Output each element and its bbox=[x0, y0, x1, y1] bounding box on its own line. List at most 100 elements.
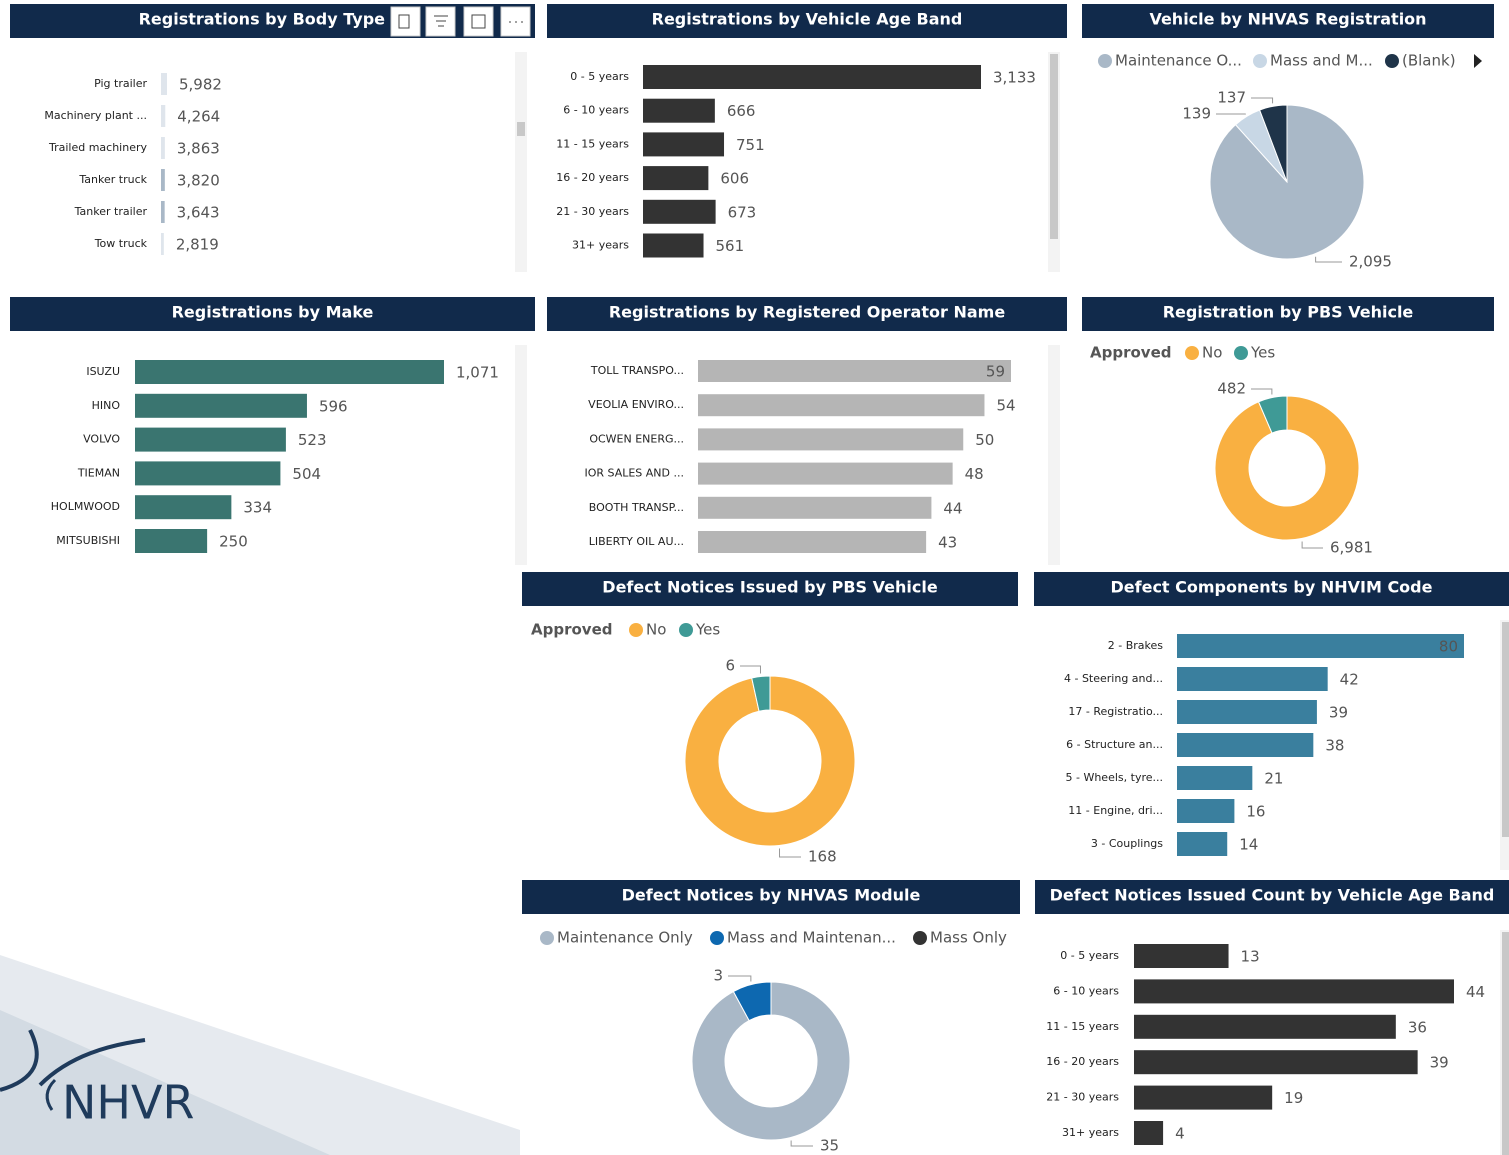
bar bbox=[135, 393, 307, 418]
category-label: VOLVO bbox=[83, 433, 120, 446]
legend-entry: Maintenance Only bbox=[557, 929, 693, 947]
data-label: 44 bbox=[943, 499, 962, 517]
icon bbox=[398, 14, 410, 29]
scrollbar bbox=[515, 345, 527, 565]
legend-swatch bbox=[710, 931, 724, 945]
panel-title: Defect Components by NHVIM Code bbox=[1111, 578, 1433, 597]
data-label: 751 bbox=[736, 136, 765, 154]
data-label: 596 bbox=[319, 397, 348, 415]
category-label: TIEMAN bbox=[77, 466, 120, 479]
panel-title: Registrations by Make bbox=[172, 303, 374, 322]
category-label: MITSUBISHI bbox=[56, 534, 120, 547]
slice bbox=[691, 981, 851, 1141]
bar bbox=[643, 98, 715, 123]
legend-swatch bbox=[1185, 346, 1199, 360]
logo-background bbox=[0, 1010, 330, 1155]
legend-entry: No bbox=[1202, 344, 1222, 362]
data-label: 504 bbox=[292, 465, 321, 483]
data-label: 3,863 bbox=[177, 140, 220, 158]
bar bbox=[698, 496, 932, 519]
bar bbox=[698, 394, 985, 417]
data-label: 250 bbox=[219, 533, 248, 551]
panel-header bbox=[522, 572, 1018, 606]
logo-swoosh bbox=[38, 1038, 146, 1087]
copy-button[interactable] bbox=[390, 6, 421, 37]
data-label: 43 bbox=[938, 534, 957, 552]
data-label: 2,095 bbox=[1349, 253, 1392, 271]
legend-swatch bbox=[679, 623, 693, 637]
legend-swatch bbox=[1098, 54, 1112, 68]
bar bbox=[161, 137, 165, 159]
logo-swoosh bbox=[0, 1029, 39, 1092]
legend-swatch bbox=[913, 931, 927, 945]
legend-entry: Mass and Maintenan... bbox=[727, 929, 896, 947]
slice bbox=[684, 675, 856, 847]
slice bbox=[1209, 104, 1365, 260]
category-label: 31+ years bbox=[572, 239, 629, 252]
leader-line bbox=[1315, 256, 1342, 263]
data-label: 4 bbox=[1175, 1125, 1185, 1143]
bar bbox=[1134, 1050, 1418, 1075]
legend-entry: Mass and M... bbox=[1270, 52, 1373, 70]
slice bbox=[751, 675, 771, 712]
category-label: 0 - 5 years bbox=[1060, 949, 1119, 962]
panel-title: Registrations by Registered Operator Nam… bbox=[609, 303, 1005, 322]
bar bbox=[1134, 1014, 1396, 1039]
leader-line bbox=[779, 848, 801, 858]
data-label: 523 bbox=[298, 431, 327, 449]
legend-swatch bbox=[1385, 54, 1399, 68]
leader-line bbox=[740, 665, 761, 674]
data-label: 3,643 bbox=[177, 204, 220, 222]
panel-title: Defect Notices Issued by PBS Vehicle bbox=[602, 578, 938, 597]
bar bbox=[1134, 944, 1229, 968]
legend-swatch bbox=[540, 931, 554, 945]
legend-entry: No bbox=[646, 621, 666, 639]
data-label: 35 bbox=[820, 1137, 839, 1155]
category-label: Machinery plant ... bbox=[44, 109, 147, 122]
legend-swatch bbox=[1253, 54, 1267, 68]
data-label: 21 bbox=[1264, 770, 1283, 788]
category-label: Trailed machinery bbox=[48, 141, 148, 154]
bar bbox=[1134, 1085, 1273, 1110]
data-label: 1,071 bbox=[456, 364, 499, 382]
panel-header bbox=[1082, 297, 1494, 331]
data-label: 19 bbox=[1284, 1089, 1303, 1107]
data-label: 5,982 bbox=[179, 76, 222, 94]
category-label: 6 - 10 years bbox=[1053, 984, 1119, 997]
leader-line bbox=[728, 975, 752, 982]
legend-next-arrow[interactable] bbox=[1474, 54, 1482, 68]
category-label: 11 - 15 years bbox=[556, 137, 629, 150]
panel-title: Defect Notices by NHVAS Module bbox=[622, 886, 921, 905]
data-label: 6,981 bbox=[1330, 539, 1373, 557]
data-label: 561 bbox=[716, 237, 745, 255]
toolbar[interactable] bbox=[390, 6, 531, 37]
bar bbox=[1177, 700, 1317, 724]
bar bbox=[1177, 634, 1464, 658]
bar bbox=[643, 166, 709, 191]
category-label: VEOLIA ENVIRO... bbox=[588, 398, 684, 411]
bar bbox=[643, 233, 704, 258]
category-label: 6 - Structure an... bbox=[1066, 738, 1163, 751]
category-label: LIBERTY OIL AU... bbox=[589, 535, 684, 548]
category-label: 0 - 5 years bbox=[570, 70, 629, 83]
icon bbox=[471, 14, 486, 29]
scrollbar bbox=[1048, 345, 1060, 565]
category-label: 2 - Brakes bbox=[1108, 639, 1164, 652]
data-label: 606 bbox=[720, 170, 749, 188]
slice bbox=[732, 981, 772, 1022]
bar bbox=[698, 428, 964, 451]
category-label: 11 - 15 years bbox=[1046, 1020, 1119, 1033]
legend-swatch bbox=[629, 623, 643, 637]
leader-line bbox=[790, 1140, 813, 1147]
category-label: HINO bbox=[92, 399, 121, 412]
icon bbox=[434, 15, 448, 27]
bar bbox=[1177, 799, 1235, 823]
bar bbox=[698, 360, 1011, 382]
data-label: 48 bbox=[965, 465, 984, 483]
panel-title: Registrations by Body Type bbox=[139, 10, 386, 29]
data-label: 39 bbox=[1329, 704, 1348, 722]
focus-button[interactable] bbox=[463, 6, 494, 37]
data-label: 50 bbox=[975, 431, 994, 449]
data-label: 137 bbox=[1217, 89, 1246, 107]
